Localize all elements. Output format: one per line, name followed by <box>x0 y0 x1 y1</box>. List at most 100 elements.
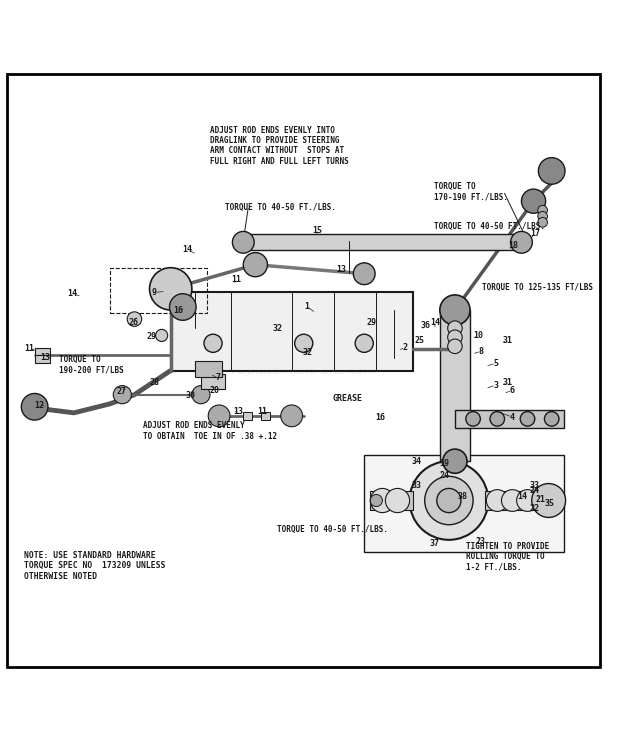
Text: 8: 8 <box>479 347 484 356</box>
Circle shape <box>538 211 547 221</box>
Text: ADJUST ROD ENDS EVENLY
TO OBTAIN  TOE IN OF .38 +.12: ADJUST ROD ENDS EVENLY TO OBTAIN TOE IN … <box>143 422 278 441</box>
Bar <box>364 455 564 552</box>
Bar <box>35 356 50 362</box>
Circle shape <box>538 158 565 185</box>
Circle shape <box>466 411 480 426</box>
Bar <box>170 292 412 370</box>
Circle shape <box>437 488 461 513</box>
Text: 33: 33 <box>412 481 422 490</box>
Text: TORQUE TO
170-190 FT./LBS.: TORQUE TO 170-190 FT./LBS. <box>434 182 508 202</box>
Text: 14: 14 <box>68 289 78 298</box>
Text: TIGHTEN TO PROVIDE
ROLLING TORQUE TO
1-2 FT./LBS.: TIGHTEN TO PROVIDE ROLLING TORQUE TO 1-2… <box>466 542 549 571</box>
Text: 30: 30 <box>185 391 195 400</box>
Text: 37: 37 <box>430 539 440 548</box>
Text: 20: 20 <box>210 386 219 395</box>
Circle shape <box>532 484 565 517</box>
Text: 27: 27 <box>116 387 126 396</box>
Text: 31: 31 <box>503 378 513 387</box>
Circle shape <box>510 231 533 253</box>
Circle shape <box>370 494 383 507</box>
Bar <box>110 268 207 313</box>
Text: 13: 13 <box>234 407 244 416</box>
Circle shape <box>355 334 373 353</box>
Text: 6: 6 <box>510 386 515 395</box>
Text: 34: 34 <box>412 456 422 465</box>
Text: 11: 11 <box>231 276 241 285</box>
Circle shape <box>410 461 488 540</box>
Text: 28: 28 <box>149 378 159 387</box>
Circle shape <box>156 330 167 342</box>
Circle shape <box>544 411 559 426</box>
Text: 38: 38 <box>457 492 467 501</box>
Circle shape <box>521 189 546 213</box>
Text: 13: 13 <box>40 353 51 362</box>
Text: 1: 1 <box>304 302 309 311</box>
Text: 31: 31 <box>503 336 513 345</box>
Bar <box>485 491 558 510</box>
Text: TORQUE TO 40-50 FT./LBS.: TORQUE TO 40-50 FT./LBS. <box>277 525 388 534</box>
Circle shape <box>21 393 48 420</box>
Circle shape <box>490 411 505 426</box>
Text: 11: 11 <box>24 344 34 353</box>
Text: 2: 2 <box>403 343 408 352</box>
Circle shape <box>243 253 267 277</box>
Circle shape <box>520 411 535 426</box>
Text: 32: 32 <box>273 324 283 333</box>
Circle shape <box>440 295 470 325</box>
Text: 11: 11 <box>258 407 268 416</box>
Text: 24: 24 <box>439 471 449 479</box>
Text: 23: 23 <box>476 537 485 546</box>
Text: 3: 3 <box>494 381 498 390</box>
Text: 18: 18 <box>508 241 518 250</box>
Circle shape <box>538 205 547 215</box>
Text: 19: 19 <box>439 459 449 468</box>
Text: ReplacementParts.com: ReplacementParts.com <box>231 364 376 377</box>
Circle shape <box>502 490 523 511</box>
Text: 17: 17 <box>529 229 540 238</box>
Text: TORQUE TO 40-50 FT./LBS.: TORQUE TO 40-50 FT./LBS. <box>225 203 336 212</box>
Bar <box>243 411 252 420</box>
Circle shape <box>448 321 462 336</box>
Bar <box>201 373 225 388</box>
Circle shape <box>192 385 210 404</box>
Circle shape <box>448 339 462 353</box>
Text: 9: 9 <box>152 288 157 297</box>
Text: TORQUE TO 125-135 FT/LBS: TORQUE TO 125-135 FT/LBS <box>482 282 593 291</box>
Text: TORQUE TO
190-200 FT/LBS: TORQUE TO 190-200 FT/LBS <box>59 355 123 374</box>
Circle shape <box>281 405 303 427</box>
Text: 7: 7 <box>215 373 220 382</box>
Circle shape <box>169 293 196 320</box>
Text: 36: 36 <box>421 322 431 330</box>
Circle shape <box>486 490 508 511</box>
Text: 26: 26 <box>128 318 138 327</box>
Text: 14: 14 <box>518 492 528 501</box>
Text: 16: 16 <box>376 413 386 422</box>
Text: 24: 24 <box>529 486 540 495</box>
Circle shape <box>113 385 131 404</box>
Bar <box>262 411 270 420</box>
Text: 35: 35 <box>545 499 555 508</box>
Circle shape <box>443 449 467 473</box>
Text: GREASE: GREASE <box>333 394 363 403</box>
Text: 13: 13 <box>336 265 346 274</box>
Circle shape <box>294 334 313 353</box>
Circle shape <box>149 268 192 310</box>
Bar <box>35 348 50 356</box>
Bar <box>455 410 564 428</box>
Circle shape <box>127 312 142 326</box>
Text: 4: 4 <box>510 413 515 422</box>
Text: 12: 12 <box>35 401 45 410</box>
Text: 14: 14 <box>183 245 193 254</box>
Text: 15: 15 <box>312 226 322 235</box>
Bar <box>370 491 412 510</box>
Text: 14: 14 <box>430 318 440 327</box>
Text: 5: 5 <box>494 359 498 368</box>
Circle shape <box>370 488 394 513</box>
Bar <box>440 310 470 461</box>
Text: 22: 22 <box>529 504 540 513</box>
Circle shape <box>204 334 222 353</box>
Bar <box>195 362 222 376</box>
Text: NOTE: USE STANDARD HARDWARE
TORQUE SPEC NO  173209 UNLESS
OTHERWISE NOTED: NOTE: USE STANDARD HARDWARE TORQUE SPEC … <box>24 551 166 581</box>
Text: 25: 25 <box>415 336 425 345</box>
Text: ADJUST ROD ENDS EVENLY INTO
DRAGLINK TO PROVIDE STEERING
ARM CONTACT WITHOUT  ST: ADJUST ROD ENDS EVENLY INTO DRAGLINK TO … <box>210 125 349 166</box>
